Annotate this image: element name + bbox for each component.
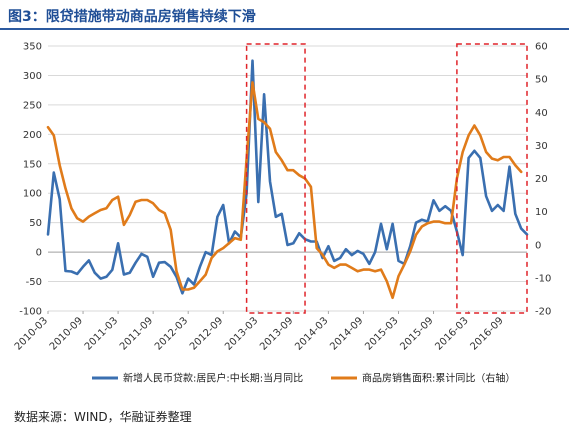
y-right-tick-label: 10: [535, 207, 548, 218]
x-tick-label: 2010-09: [48, 315, 85, 352]
series-line-loans: [46, 59, 529, 295]
title-underline: [0, 28, 569, 30]
x-tick-label: 2010-03: [13, 315, 50, 352]
y-right-tick-label: 0: [535, 240, 541, 251]
y-left-tick-label: 150: [23, 159, 42, 170]
y-right-tick-label: 50: [535, 75, 548, 86]
y-right-tick-label: -20: [535, 307, 551, 318]
y-left-tick-label: -50: [26, 277, 42, 288]
x-tick-label: 2013-03: [223, 315, 260, 352]
x-tick-label: 2012-03: [153, 315, 190, 352]
y-left-tick-label: 200: [23, 130, 42, 141]
y-right-tick-label: 20: [535, 174, 548, 185]
x-tick-label: 2014-03: [293, 315, 330, 352]
legend-label-housing-sales: 商品房销售面积:累计同比（右轴）: [362, 372, 515, 385]
y-left-tick-label: 50: [29, 218, 42, 229]
y-right-tick-label: -10: [535, 273, 551, 284]
x-tick-label: 2012-09: [188, 315, 225, 352]
y-left-tick-label: 100: [23, 189, 42, 200]
y-left-tick-label: -100: [19, 307, 42, 318]
y-left-tick-label: 0: [36, 248, 42, 259]
x-tick-label: 2016-03: [433, 315, 470, 352]
x-tick-label: 2011-03: [83, 315, 120, 352]
y-left-tick-label: 250: [23, 100, 42, 111]
x-tick-label: 2015-09: [398, 315, 435, 352]
y-right-tick-label: 30: [535, 141, 548, 152]
x-tick-label: 2011-09: [118, 315, 155, 352]
chart-title: 图3：限贷措施带动商品房销售持续下滑: [8, 9, 256, 25]
y-left-tick-label: 300: [23, 71, 42, 82]
x-tick-label: 2013-09: [258, 315, 295, 352]
y-right-tick-label: 40: [535, 108, 548, 119]
chart-area: -100-50050100150200250300350-20-10010203…: [13, 42, 552, 385]
y-left-tick-label: 350: [23, 42, 42, 53]
highlight-box: [456, 43, 528, 314]
y-right-tick-label: 60: [535, 42, 548, 53]
title-bar: 图3：限贷措施带动商品房销售持续下滑: [0, 0, 569, 34]
x-tick-label: 2015-03: [363, 315, 400, 352]
source-note: 数据来源：WIND，华融证券整理: [14, 410, 192, 424]
highlight-box: [245, 43, 306, 314]
legend-label-loans: 新增人民币贷款:居民户:中长期:当月同比: [123, 372, 303, 385]
series-line-housing-sales: [46, 81, 523, 300]
x-tick-label: 2016-09: [468, 315, 505, 352]
x-tick-label: 2014-09: [328, 315, 365, 352]
